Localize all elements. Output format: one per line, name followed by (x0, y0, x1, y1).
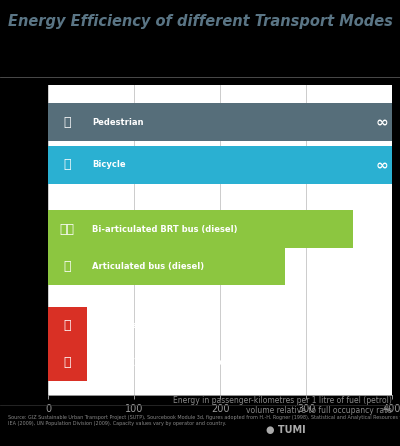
Bar (48, 306, 87, 344)
Text: 🚌🚌: 🚌🚌 (60, 223, 75, 235)
Text: Source: GIZ Sustainable Urban Transport Project (SUTP), Sourcebook Module 3d, fi: Source: GIZ Sustainable Urban Transport … (8, 416, 400, 426)
Text: 🚌: 🚌 (64, 260, 71, 273)
Text: 🚶: 🚶 (64, 116, 71, 128)
Bar (48, 306, 87, 344)
Text: Energy Efficiency of different Transport Modes: Energy Efficiency of different Transport… (8, 14, 393, 29)
Text: Bicycle: Bicycle (92, 161, 126, 169)
Bar (48, 103, 392, 141)
Bar (48, 248, 284, 285)
Bar (48, 146, 392, 184)
Text: Pedestrian: Pedestrian (92, 118, 143, 127)
Text: ∞: ∞ (376, 115, 388, 130)
Text: Bi-articulated BRT bus (diesel): Bi-articulated BRT bus (diesel) (92, 224, 237, 234)
Text: ● TUMI: ● TUMI (266, 425, 306, 435)
Text: Scooter (2-stroke, urban road): Scooter (2-stroke, urban road) (92, 358, 237, 367)
Text: ∞: ∞ (376, 157, 388, 173)
Text: 🛵: 🛵 (64, 356, 71, 369)
Bar (48, 344, 87, 381)
Bar (48, 344, 87, 381)
Bar (48, 103, 87, 141)
Bar (48, 211, 87, 248)
Text: Energy in passenger-kilometres per 1 litre of fuel (petrol)
volume relative to f: Energy in passenger-kilometres per 1 lit… (173, 396, 392, 415)
Bar (48, 248, 87, 285)
Text: 🚗: 🚗 (64, 319, 71, 332)
Text: Articulated bus (diesel): Articulated bus (diesel) (92, 262, 204, 271)
Text: Passenger car (petrol): Passenger car (petrol) (92, 321, 198, 330)
Bar (48, 146, 87, 184)
Bar (48, 211, 353, 248)
Text: 🚲: 🚲 (64, 158, 71, 171)
